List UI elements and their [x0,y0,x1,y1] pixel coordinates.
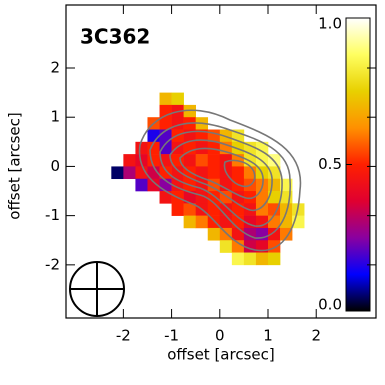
pixel [219,215,233,229]
pixel [111,166,124,180]
x-tick-label: -1 [164,327,179,345]
pixel [207,215,221,229]
pixel [231,166,245,180]
x-axis-label: offset [arcsec] [167,346,274,364]
colorbar-tick-label: 0.0 [318,296,342,314]
x-tick-label: 2 [311,327,321,345]
pixel [159,141,172,155]
pixel [231,240,245,253]
pixel [159,166,172,180]
pixel [171,166,184,180]
chart-title: 3C362 [80,25,150,49]
x-tick-label: -2 [116,327,131,345]
pixel [207,141,221,155]
contour [169,139,273,212]
contour [223,159,256,188]
contour [179,147,264,200]
pixel [147,178,160,192]
pixel [243,252,257,266]
pixel [147,166,160,180]
pixel [123,154,136,167]
pixel [207,166,221,180]
pixel [219,227,233,241]
pixel [268,203,281,216]
plot-frame [65,4,377,319]
heatmap [111,92,305,266]
pixel [280,203,293,216]
y-tick-label: 0 [50,157,60,175]
beam [69,261,125,317]
pixel [280,227,293,241]
colorbar-tick-label: 0.5 [318,155,342,173]
pixel [195,129,209,143]
pixel [171,203,184,216]
y-tick-label: -2 [45,255,60,273]
pixel [255,141,269,155]
y-axis-label: offset [arcsec] [6,112,24,219]
pixel [268,178,281,192]
pixel [171,92,184,106]
pixel [268,252,281,266]
pixel [183,215,196,229]
y-tick-label: -1 [45,206,60,224]
pixel [159,117,172,130]
pixel [183,203,196,216]
y-tick-label: 2 [50,58,60,76]
contour [159,130,283,227]
pixel [255,215,269,229]
contours [138,109,302,252]
pixel [255,203,269,216]
pixel [231,227,245,241]
pixel [183,141,196,155]
pixel [268,191,281,204]
pixel [219,178,233,192]
pixel [147,129,160,143]
pixel [159,92,172,106]
x-tick-label: 1 [263,327,273,345]
pixel [135,154,148,167]
pixel [195,215,209,229]
pixel [207,203,221,216]
pixel [219,154,233,167]
pixel [135,178,148,192]
contour [149,122,291,239]
pixel [183,191,196,204]
pixel [268,227,281,241]
x-tick-label: 0 [215,327,225,345]
pixel [231,252,245,266]
pixel [159,191,172,204]
contour [138,109,302,252]
pixel [135,141,148,155]
pixel [123,166,136,180]
pixel [183,154,196,167]
pixel [207,154,221,167]
pixel [207,227,221,241]
y-tick-label: 1 [50,108,60,126]
pixel [255,252,269,266]
pixel [195,154,209,167]
pixel [243,191,257,204]
colorbar-tick-label: 1.0 [318,15,342,33]
pixel [268,240,281,253]
pixel [183,104,196,118]
pixel [219,240,233,253]
